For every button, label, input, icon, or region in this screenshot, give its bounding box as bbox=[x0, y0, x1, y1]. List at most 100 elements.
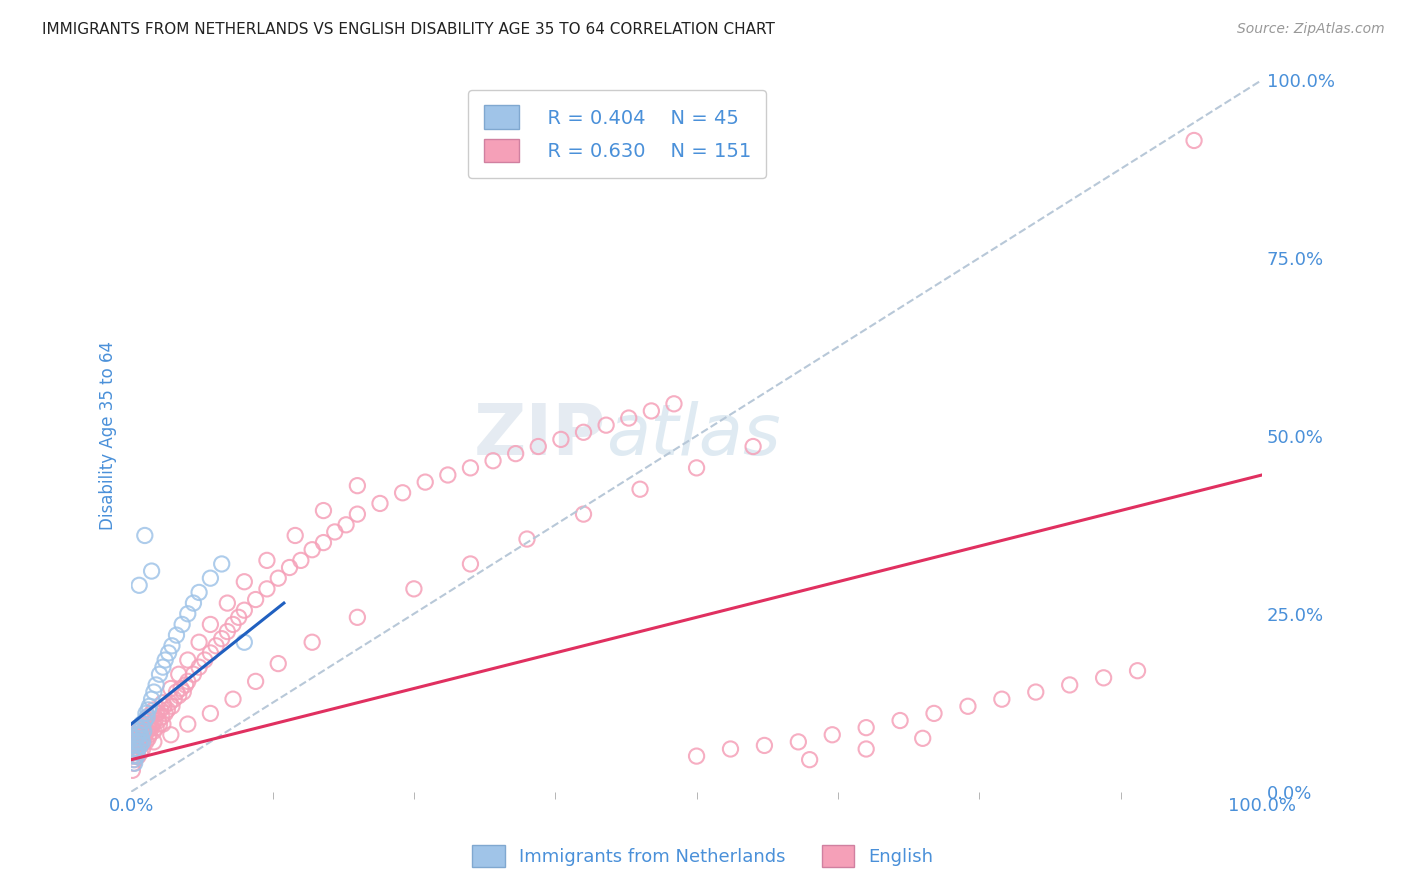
Point bbox=[135, 735, 157, 749]
Point bbox=[131, 731, 153, 746]
Point bbox=[156, 703, 179, 717]
Point bbox=[142, 724, 165, 739]
Point bbox=[256, 582, 278, 596]
Point bbox=[290, 553, 312, 567]
Point bbox=[177, 717, 200, 731]
Point bbox=[267, 657, 290, 671]
Point bbox=[134, 728, 156, 742]
Point bbox=[141, 564, 163, 578]
Point bbox=[222, 617, 245, 632]
Point bbox=[138, 717, 160, 731]
Point bbox=[437, 467, 460, 482]
Point bbox=[124, 728, 146, 742]
Point bbox=[183, 596, 205, 610]
Point bbox=[256, 553, 278, 567]
Point bbox=[413, 475, 436, 489]
Point bbox=[799, 753, 821, 767]
Point bbox=[141, 721, 163, 735]
Point bbox=[640, 404, 662, 418]
Point bbox=[125, 746, 148, 760]
Point bbox=[460, 557, 482, 571]
Point bbox=[177, 607, 200, 621]
Point bbox=[163, 692, 186, 706]
Point bbox=[122, 739, 145, 753]
Point bbox=[142, 685, 165, 699]
Point bbox=[125, 735, 148, 749]
Point bbox=[136, 731, 159, 746]
Point bbox=[754, 739, 776, 753]
Point bbox=[122, 735, 145, 749]
Point bbox=[188, 585, 211, 599]
Point bbox=[170, 681, 193, 696]
Point bbox=[152, 660, 174, 674]
Point bbox=[402, 582, 425, 596]
Point bbox=[346, 478, 368, 492]
Point bbox=[129, 739, 152, 753]
Point bbox=[122, 749, 145, 764]
Point bbox=[217, 596, 239, 610]
Point bbox=[129, 739, 152, 753]
Point bbox=[159, 728, 181, 742]
Point bbox=[143, 714, 166, 728]
Point bbox=[177, 674, 200, 689]
Point bbox=[312, 535, 335, 549]
Point bbox=[142, 717, 165, 731]
Point bbox=[787, 735, 810, 749]
Point bbox=[132, 735, 155, 749]
Point bbox=[1025, 685, 1047, 699]
Point bbox=[131, 721, 153, 735]
Point bbox=[124, 742, 146, 756]
Point bbox=[125, 746, 148, 760]
Point bbox=[160, 639, 183, 653]
Point bbox=[183, 667, 205, 681]
Point bbox=[572, 425, 595, 440]
Point bbox=[127, 749, 149, 764]
Point bbox=[550, 433, 572, 447]
Text: atlas: atlas bbox=[606, 401, 780, 470]
Point bbox=[662, 397, 685, 411]
Point bbox=[136, 717, 159, 731]
Point bbox=[124, 731, 146, 746]
Text: IMMIGRANTS FROM NETHERLANDS VS ENGLISH DISABILITY AGE 35 TO 64 CORRELATION CHART: IMMIGRANTS FROM NETHERLANDS VS ENGLISH D… bbox=[42, 22, 775, 37]
Point bbox=[121, 764, 143, 778]
Point bbox=[125, 731, 148, 746]
Point bbox=[177, 653, 200, 667]
Point bbox=[301, 635, 323, 649]
Text: ZIP: ZIP bbox=[474, 401, 606, 470]
Point bbox=[150, 710, 173, 724]
Point bbox=[148, 667, 170, 681]
Point bbox=[505, 447, 527, 461]
Point bbox=[233, 635, 256, 649]
Point bbox=[245, 674, 267, 689]
Point bbox=[142, 703, 165, 717]
Point bbox=[132, 724, 155, 739]
Point bbox=[368, 496, 391, 510]
Point bbox=[160, 699, 183, 714]
Point bbox=[267, 571, 290, 585]
Point bbox=[121, 749, 143, 764]
Point bbox=[516, 532, 538, 546]
Point bbox=[742, 440, 765, 454]
Point bbox=[167, 667, 190, 681]
Point bbox=[1059, 678, 1081, 692]
Point bbox=[956, 699, 979, 714]
Point bbox=[153, 699, 176, 714]
Point bbox=[1092, 671, 1115, 685]
Point bbox=[145, 721, 167, 735]
Point bbox=[391, 485, 413, 500]
Point bbox=[127, 721, 149, 735]
Point bbox=[685, 461, 707, 475]
Point bbox=[124, 742, 146, 756]
Point bbox=[284, 528, 307, 542]
Point bbox=[127, 742, 149, 756]
Point bbox=[153, 653, 176, 667]
Point bbox=[124, 753, 146, 767]
Point bbox=[125, 749, 148, 764]
Point bbox=[172, 685, 194, 699]
Point bbox=[125, 749, 148, 764]
Point bbox=[211, 632, 233, 646]
Point bbox=[153, 706, 176, 721]
Point bbox=[122, 753, 145, 767]
Point bbox=[301, 542, 323, 557]
Point bbox=[482, 454, 505, 468]
